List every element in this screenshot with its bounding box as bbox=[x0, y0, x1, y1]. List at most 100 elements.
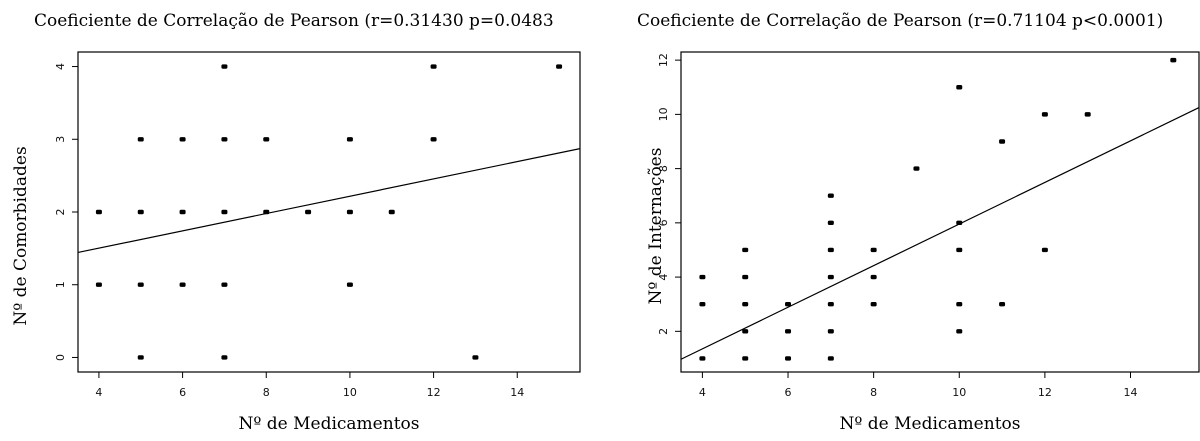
right-data-point-22 bbox=[956, 85, 963, 90]
left-data-point-20 bbox=[388, 209, 395, 215]
right-data-point-28 bbox=[999, 302, 1006, 307]
left-data-point-10 bbox=[221, 137, 228, 142]
right-data-point-23 bbox=[956, 220, 963, 226]
chart-right-x-axis: 4 6 8 10 12 14 bbox=[699, 372, 1138, 399]
chart-right-x-label: Nº de Medicamentos bbox=[840, 414, 1021, 434]
right-data-point-29 bbox=[1041, 112, 1048, 117]
left-data-point-15 bbox=[263, 209, 270, 215]
right-data-point-13 bbox=[827, 247, 834, 253]
left-x-tick-label-0: 4 bbox=[95, 386, 102, 399]
right-data-point-10 bbox=[785, 356, 792, 361]
left-data-point-23 bbox=[472, 355, 479, 360]
right-x-tick-label-1: 6 bbox=[785, 386, 792, 399]
right-data-point-5 bbox=[742, 302, 749, 307]
left-data-point-13 bbox=[221, 355, 228, 360]
right-data-point-25 bbox=[956, 302, 963, 307]
left-data-point-0 bbox=[95, 209, 102, 215]
left-data-point-16 bbox=[305, 209, 312, 215]
right-data-point-6 bbox=[742, 329, 749, 334]
left-x-tick-label-2: 8 bbox=[263, 386, 270, 399]
right-data-point-4 bbox=[742, 274, 749, 280]
left-data-point-7 bbox=[179, 209, 186, 215]
left-data-point-18 bbox=[346, 209, 353, 215]
left-data-point-14 bbox=[263, 137, 270, 142]
chart-left-y-label: Nº de Comorbidades bbox=[11, 146, 31, 325]
right-y-tick-label-1: 4 bbox=[657, 274, 670, 281]
left-y-tick-label-2: 2 bbox=[54, 209, 67, 216]
left-y-tick-label-0: 0 bbox=[54, 354, 67, 361]
left-data-point-8 bbox=[179, 282, 186, 287]
left-data-point-12 bbox=[221, 282, 228, 287]
right-data-point-16 bbox=[827, 329, 834, 334]
right-data-point-31 bbox=[1084, 112, 1091, 117]
chart-right-points bbox=[699, 57, 1177, 361]
right-data-point-20 bbox=[870, 302, 877, 307]
right-data-point-8 bbox=[785, 302, 792, 307]
right-data-point-17 bbox=[827, 356, 834, 361]
left-data-point-19 bbox=[346, 282, 353, 287]
left-data-point-1 bbox=[95, 282, 102, 287]
right-data-point-2 bbox=[699, 356, 706, 361]
right-x-tick-label-5: 14 bbox=[1124, 386, 1138, 399]
left-data-point-17 bbox=[346, 137, 353, 142]
right-y-tick-label-3: 8 bbox=[657, 165, 670, 172]
left-data-point-4 bbox=[137, 282, 144, 287]
left-data-point-9 bbox=[221, 64, 228, 69]
chart-right-plot-frame bbox=[680, 51, 1200, 373]
right-regression-line bbox=[680, 107, 1200, 360]
left-y-tick-label-1: 1 bbox=[54, 281, 67, 288]
left-x-tick-label-1: 6 bbox=[179, 386, 186, 399]
left-data-point-5 bbox=[137, 355, 144, 360]
chart-left-points bbox=[95, 64, 563, 360]
chart-right-y-axis: 2 4 6 8 10 12 bbox=[657, 53, 681, 335]
left-x-tick-label-3: 10 bbox=[343, 386, 357, 399]
right-data-point-21 bbox=[913, 166, 920, 171]
right-data-point-7 bbox=[742, 356, 749, 361]
chart-left-x-axis: 4 6 8 10 12 14 bbox=[95, 372, 524, 399]
right-data-point-1 bbox=[699, 302, 706, 307]
right-y-tick-label-4: 10 bbox=[657, 107, 670, 121]
left-data-point-6 bbox=[179, 137, 186, 142]
chart-left-plot-frame bbox=[77, 51, 581, 373]
left-data-point-22 bbox=[430, 137, 437, 142]
chart-left-x-label: Nº de Medicamentos bbox=[239, 414, 420, 434]
left-y-tick-label-3: 3 bbox=[54, 136, 67, 143]
chart-right: Coeficiente de Correlação de Pearson (r=… bbox=[637, 11, 1200, 434]
chart-right-y-label: Nº de Internações bbox=[646, 148, 666, 305]
right-data-point-15 bbox=[827, 302, 834, 307]
right-y-tick-label-2: 6 bbox=[657, 219, 670, 226]
left-data-point-24 bbox=[556, 64, 563, 69]
right-data-point-9 bbox=[785, 329, 792, 334]
right-data-point-19 bbox=[870, 274, 877, 280]
right-data-point-12 bbox=[827, 220, 834, 226]
right-x-tick-label-2: 8 bbox=[870, 386, 877, 399]
left-x-tick-label-4: 12 bbox=[427, 386, 441, 399]
right-y-tick-label-0: 2 bbox=[657, 328, 670, 335]
right-x-tick-label-4: 12 bbox=[1038, 386, 1052, 399]
right-x-tick-label-0: 4 bbox=[699, 386, 706, 399]
right-data-point-0 bbox=[699, 274, 706, 280]
chart-right-trend-layer bbox=[680, 107, 1200, 360]
left-x-tick-label-5: 14 bbox=[510, 386, 524, 399]
right-data-point-24 bbox=[956, 247, 963, 253]
chart-left: Coeficiente de Correlação de Pearson (r=… bbox=[11, 11, 581, 434]
left-data-point-2 bbox=[137, 137, 144, 142]
right-data-point-18 bbox=[870, 247, 877, 253]
right-data-point-26 bbox=[956, 329, 963, 334]
right-y-tick-label-5: 12 bbox=[657, 53, 670, 67]
right-data-point-32 bbox=[1170, 57, 1177, 63]
right-data-point-14 bbox=[827, 274, 834, 280]
chart-left-title: Coeficiente de Correlação de Pearson (r=… bbox=[34, 11, 554, 31]
left-data-point-3 bbox=[137, 209, 144, 215]
chart-left-y-axis: 0 1 2 3 4 bbox=[54, 63, 78, 361]
left-data-point-21 bbox=[430, 64, 437, 69]
chart-right-title: Coeficiente de Correlação de Pearson (r=… bbox=[637, 11, 1163, 31]
left-data-point-11 bbox=[221, 209, 228, 215]
left-regression-line bbox=[77, 148, 581, 254]
chart-left-trend-layer bbox=[77, 148, 581, 254]
right-data-point-11 bbox=[827, 193, 834, 198]
right-data-point-3 bbox=[742, 247, 749, 253]
right-data-point-30 bbox=[1041, 247, 1048, 253]
